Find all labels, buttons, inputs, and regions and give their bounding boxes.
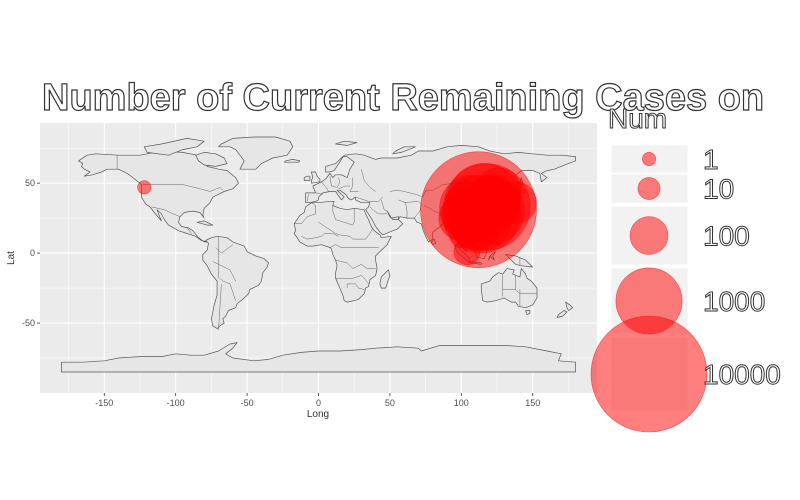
x-tick-label: -50 <box>241 398 254 408</box>
legend-label: 100 <box>703 221 750 252</box>
country-border <box>369 206 388 215</box>
case-bubble <box>453 238 481 266</box>
country-border <box>294 202 316 224</box>
y-tick-label: -50 <box>22 318 35 328</box>
land-tasmania <box>525 310 531 316</box>
land-svalbard <box>335 140 358 146</box>
legend-label: 1 <box>703 144 719 175</box>
legend-label: 10 <box>703 174 734 205</box>
land-greenland <box>218 136 294 170</box>
land-uk <box>311 171 321 184</box>
legend-label: 10000 <box>703 359 781 390</box>
land-ireland <box>303 175 311 181</box>
country-border <box>349 177 359 192</box>
case-bubble <box>478 207 504 233</box>
land-north-america <box>78 150 239 243</box>
land-novaya-zemlya <box>392 146 416 155</box>
legend: 110 100 1000 10000 <box>590 144 781 433</box>
land-baffin-island <box>195 152 228 167</box>
x-tick-label: 100 <box>454 398 469 408</box>
land-new-zealand-south <box>556 310 568 318</box>
country-border <box>398 199 408 219</box>
country-border <box>318 222 373 240</box>
land-south-america <box>202 235 269 329</box>
chart-title: Number of Current Remaining Cases on <box>42 77 764 119</box>
x-axis: -150 -100 -50 0 50 100 150 <box>95 393 540 408</box>
x-axis-title: Long <box>307 409 329 420</box>
land-iceland <box>283 159 301 163</box>
y-tick-label: 50 <box>25 178 35 188</box>
legend-bubble <box>590 315 708 433</box>
y-tick-label: 0 <box>30 248 35 258</box>
country-border <box>361 169 376 192</box>
case-bubble <box>137 180 152 195</box>
country-border <box>215 244 233 254</box>
country-border <box>301 233 339 240</box>
land-africa <box>293 200 392 303</box>
country-border <box>151 206 181 217</box>
x-tick-label: 50 <box>385 398 395 408</box>
country-border <box>329 244 379 248</box>
country-border <box>219 278 236 301</box>
legend-bubble <box>637 177 661 200</box>
country-border <box>321 181 329 192</box>
land-arabia-gulf <box>386 210 399 220</box>
x-tick-label: 150 <box>525 398 540 408</box>
legend-label: 1000 <box>703 286 765 317</box>
land-arctic-islands <box>143 138 205 156</box>
country-border <box>355 196 383 202</box>
country-border <box>335 275 369 285</box>
country-border <box>306 194 309 202</box>
legend-bubble <box>641 152 656 167</box>
country-border <box>381 199 388 212</box>
y-axis: 50 0 -50 <box>22 178 40 328</box>
country-border <box>218 283 222 331</box>
country-border <box>332 205 355 226</box>
country-border <box>338 185 350 190</box>
country-border <box>515 275 537 294</box>
country-border <box>315 192 323 195</box>
land-cuba <box>196 220 214 226</box>
x-tick-label: -100 <box>167 398 185 408</box>
country-border <box>329 176 341 188</box>
land-new-zealand-north <box>565 301 574 311</box>
x-tick-label: -150 <box>95 398 113 408</box>
country-border <box>142 184 223 192</box>
country-border <box>346 283 365 290</box>
land-australia <box>480 268 538 309</box>
case-bubbles <box>137 151 537 268</box>
land-new-guinea <box>505 254 534 268</box>
y-axis-title: Lat <box>6 251 17 265</box>
land-antarctica <box>61 342 576 373</box>
country-border <box>212 261 236 282</box>
legend-title: Num <box>608 103 667 134</box>
land-madagascar <box>379 269 391 289</box>
legend-bubble <box>629 216 669 255</box>
x-tick-label: 0 <box>316 398 321 408</box>
country-border <box>186 227 192 234</box>
country-border <box>335 259 376 269</box>
